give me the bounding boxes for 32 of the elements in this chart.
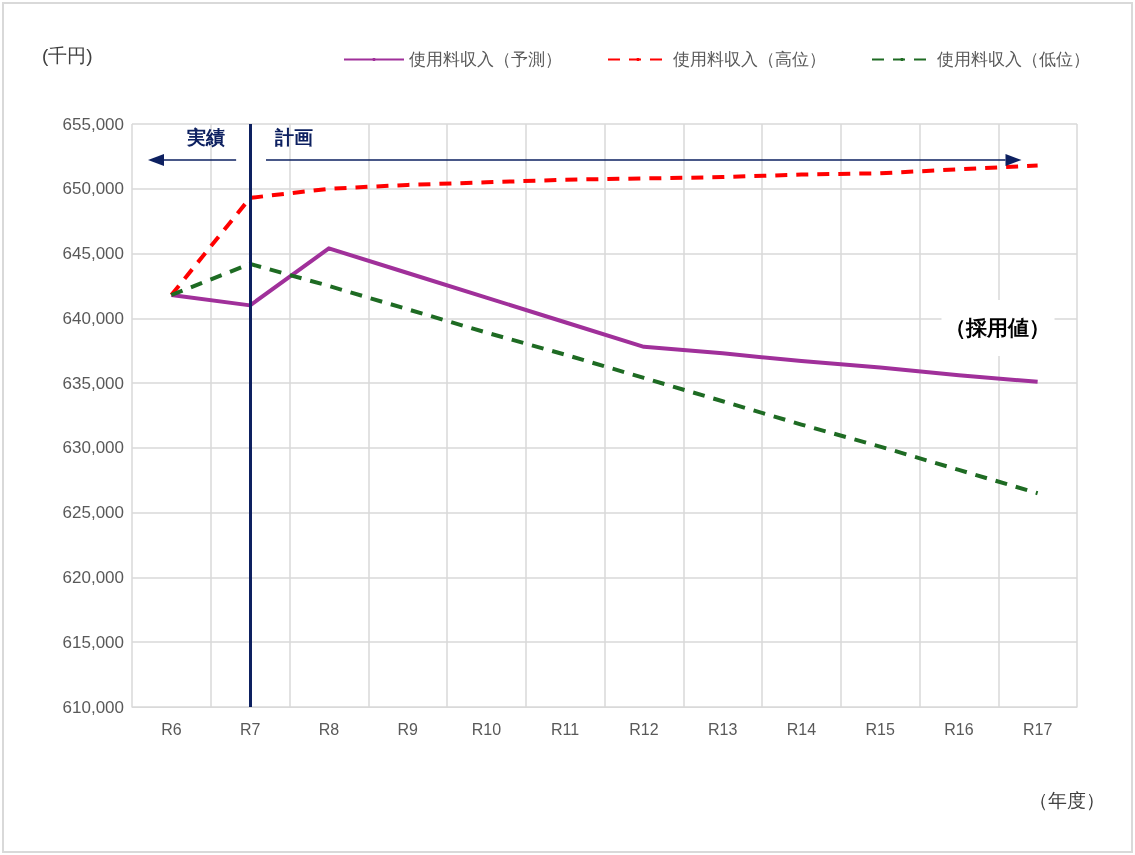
x-tick-label: R15 <box>865 720 895 738</box>
legend-label: 使用料収入（低位） <box>937 50 1090 69</box>
x-tick-label: R11 <box>551 720 580 738</box>
x-tick-label: R7 <box>239 720 261 738</box>
legend-label: 使用料収入（予測） <box>409 50 562 69</box>
x-tick-label: R12 <box>629 720 659 738</box>
y-tick-label: 655,000 <box>62 114 124 134</box>
y-tick-label: 610,000 <box>62 697 124 717</box>
line-series <box>169 261 1040 496</box>
y-tick-label: 640,000 <box>62 308 124 328</box>
x-tick-label: R17 <box>1022 720 1053 738</box>
annotation: （採用値） <box>941 300 1055 357</box>
y-tick-label: 650,000 <box>62 179 124 199</box>
y-tick-label: 645,000 <box>62 244 124 264</box>
x-tick-label: R13 <box>707 720 738 738</box>
line-series <box>169 246 1040 384</box>
legend-label: 使用料収入（高位） <box>673 50 826 69</box>
x-tick-label: R14 <box>786 720 817 738</box>
y-tick-label: 625,000 <box>62 503 124 523</box>
annotation: 計画 <box>274 125 315 150</box>
x-tick-label: R9 <box>397 720 418 738</box>
x-tick-label: R6 <box>161 720 182 738</box>
y-axis-title: (千円) <box>42 45 93 66</box>
y-tick-label: 615,000 <box>62 632 124 652</box>
x-tick-label: R16 <box>944 720 974 738</box>
x-tick-label: R8 <box>318 720 340 738</box>
x-tick-label: R10 <box>471 720 502 738</box>
y-tick-label: 630,000 <box>62 438 124 458</box>
y-tick-label: 620,000 <box>62 567 124 587</box>
x-axis-title: （年度） <box>1029 790 1105 811</box>
annotation: 実績 <box>186 125 227 150</box>
y-tick-label: 635,000 <box>62 373 124 393</box>
